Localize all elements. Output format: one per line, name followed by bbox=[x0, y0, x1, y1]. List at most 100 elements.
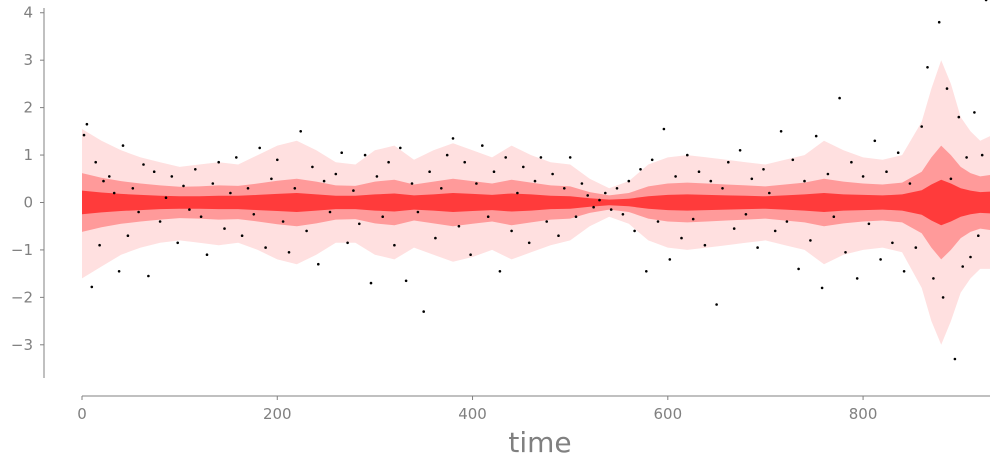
y-tick-label: 0 bbox=[23, 193, 33, 211]
x-tick-label: 400 bbox=[458, 405, 487, 423]
data-point bbox=[674, 175, 677, 178]
y-tick-label: 1 bbox=[23, 146, 33, 164]
data-point bbox=[522, 165, 525, 169]
data-point bbox=[932, 277, 935, 280]
data-point bbox=[709, 179, 713, 183]
data-point bbox=[814, 134, 818, 138]
data-point bbox=[194, 168, 197, 171]
data-point bbox=[117, 270, 121, 273]
data-point bbox=[580, 182, 584, 185]
data-point bbox=[98, 243, 101, 247]
data-point bbox=[121, 144, 125, 147]
data-point bbox=[142, 163, 145, 166]
data-point bbox=[217, 160, 220, 164]
data-point bbox=[223, 227, 226, 230]
data-point bbox=[568, 156, 572, 159]
data-point bbox=[235, 156, 238, 159]
data-point bbox=[158, 220, 162, 223]
data-point bbox=[147, 274, 150, 278]
data-point bbox=[715, 303, 718, 306]
data-point bbox=[621, 213, 625, 216]
data-point bbox=[305, 229, 308, 233]
data-point bbox=[492, 170, 496, 173]
data-point bbox=[451, 137, 455, 140]
data-point bbox=[902, 270, 906, 273]
x-tick-label: 800 bbox=[849, 405, 878, 423]
data-point bbox=[281, 220, 285, 223]
data-point bbox=[850, 160, 853, 164]
data-point bbox=[481, 144, 484, 147]
ticks: −3 −2 −1 0 1 2 3 4 0 200 400 600 800 bbox=[11, 4, 878, 423]
data-point bbox=[317, 262, 320, 266]
data-point bbox=[188, 208, 191, 211]
y-tick-label: 4 bbox=[23, 4, 33, 22]
data-point bbox=[363, 153, 367, 157]
data-point bbox=[457, 224, 461, 228]
data-point bbox=[375, 175, 379, 178]
data-point bbox=[108, 175, 111, 178]
data-point bbox=[445, 153, 449, 157]
axes bbox=[43, 8, 990, 397]
data-point bbox=[229, 191, 232, 195]
data-point bbox=[504, 156, 508, 159]
data-point bbox=[609, 208, 613, 211]
data-point bbox=[768, 191, 771, 195]
data-point bbox=[131, 187, 135, 190]
data-point bbox=[299, 130, 303, 133]
data-point bbox=[293, 187, 297, 190]
data-point bbox=[645, 270, 648, 273]
data-point bbox=[287, 251, 291, 254]
x-axis-title: time bbox=[508, 426, 571, 459]
data-point bbox=[563, 187, 566, 190]
data-point bbox=[264, 246, 267, 249]
data-point bbox=[598, 198, 601, 202]
data-point bbox=[797, 267, 800, 271]
band-inner bbox=[82, 179, 990, 226]
data-point bbox=[416, 210, 420, 214]
data-point bbox=[873, 139, 877, 143]
y-tick-label: 3 bbox=[23, 51, 33, 69]
data-point bbox=[270, 177, 273, 181]
data-point bbox=[516, 191, 519, 195]
data-point bbox=[785, 220, 789, 223]
data-point bbox=[434, 236, 437, 240]
data-point bbox=[152, 170, 156, 173]
data-point bbox=[486, 215, 490, 218]
data-point bbox=[199, 215, 203, 218]
data-point bbox=[463, 160, 467, 164]
data-point bbox=[908, 182, 912, 185]
data-point bbox=[94, 160, 97, 164]
data-point bbox=[973, 111, 976, 114]
data-point bbox=[258, 146, 262, 150]
data-point bbox=[980, 153, 984, 157]
data-point bbox=[182, 184, 185, 188]
data-point bbox=[896, 151, 900, 154]
data-point bbox=[498, 270, 502, 273]
data-point bbox=[346, 241, 349, 245]
data-point bbox=[844, 251, 847, 254]
data-point bbox=[662, 127, 666, 131]
data-point bbox=[965, 156, 968, 159]
data-point bbox=[586, 194, 589, 197]
data-point bbox=[953, 357, 957, 361]
data-point bbox=[545, 220, 548, 223]
data-point bbox=[727, 160, 730, 164]
data-point bbox=[533, 179, 537, 183]
data-point bbox=[826, 172, 830, 176]
data-point bbox=[328, 210, 332, 214]
data-point bbox=[475, 182, 478, 185]
data-point bbox=[668, 258, 672, 261]
data-point bbox=[949, 177, 953, 181]
data-point bbox=[838, 96, 841, 100]
data-point bbox=[170, 175, 174, 178]
y-tick-label: −1 bbox=[11, 241, 33, 259]
data-point bbox=[381, 215, 385, 218]
data-point bbox=[539, 156, 543, 159]
data-point bbox=[399, 146, 402, 150]
data-point bbox=[791, 158, 795, 162]
data-point bbox=[779, 130, 783, 133]
data-point bbox=[164, 196, 168, 199]
data-point bbox=[773, 229, 777, 233]
data-point bbox=[137, 210, 140, 214]
data-point bbox=[914, 246, 918, 249]
